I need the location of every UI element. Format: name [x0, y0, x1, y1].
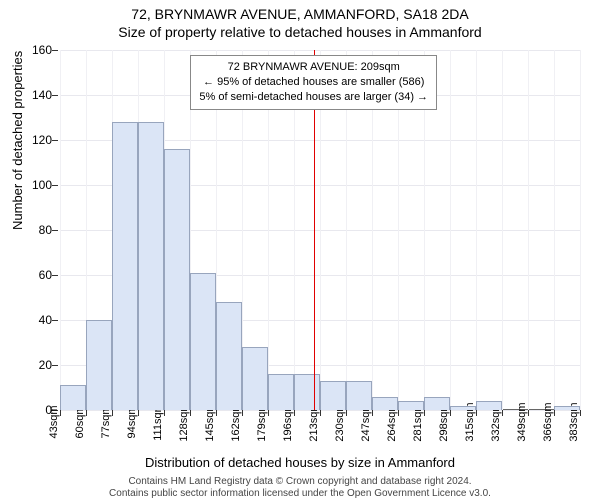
x-tick — [190, 410, 191, 416]
grid-line — [554, 50, 555, 410]
histogram-bar — [372, 397, 398, 411]
histogram-bar — [294, 374, 320, 410]
y-tick-label: 120 — [12, 133, 52, 147]
y-tick-label: 40 — [12, 313, 52, 327]
y-tick-label: 80 — [12, 223, 52, 237]
x-tick-label: 60sqm — [74, 405, 86, 438]
x-tick — [216, 410, 217, 416]
legend-line-3: 5% of semi-detached houses are larger (3… — [199, 90, 428, 105]
y-tick — [52, 95, 58, 96]
y-tick — [52, 320, 58, 321]
x-tick — [450, 410, 451, 416]
x-tick-label: 94sqm — [126, 405, 138, 438]
histogram-bar — [554, 406, 580, 411]
x-tick — [294, 410, 295, 416]
histogram-bar — [164, 149, 190, 410]
x-tick-label: 349sqm — [516, 402, 528, 441]
y-tick-label: 0 — [12, 403, 52, 417]
x-tick — [164, 410, 165, 416]
y-tick — [52, 230, 58, 231]
histogram-bar — [216, 302, 242, 410]
x-tick — [346, 410, 347, 416]
y-tick — [52, 50, 58, 51]
x-tick — [528, 410, 529, 416]
grid-line — [60, 50, 61, 410]
histogram-bar — [424, 397, 450, 411]
x-tick — [60, 410, 61, 416]
histogram-bar — [320, 381, 346, 410]
grid-line — [580, 50, 581, 410]
legend-line-1: 72 BRYNMAWR AVENUE: 209sqm — [199, 60, 428, 75]
histogram-bar — [268, 374, 294, 410]
x-tick — [320, 410, 321, 416]
histogram-bar — [112, 122, 138, 410]
x-tick — [372, 410, 373, 416]
x-tick — [476, 410, 477, 416]
x-tick — [554, 410, 555, 416]
histogram-bar — [242, 347, 268, 410]
histogram-bar — [346, 381, 372, 410]
chart-title-main: 72, BRYNMAWR AVENUE, AMMANFORD, SA18 2DA — [0, 6, 600, 22]
histogram-bar — [190, 273, 216, 410]
y-tick — [52, 365, 58, 366]
y-tick-label: 60 — [12, 268, 52, 282]
plot-area: 02040608010012014016043sqm60sqm77sqm94sq… — [60, 50, 580, 410]
histogram-bar — [60, 385, 86, 410]
chart-root: 72, BRYNMAWR AVENUE, AMMANFORD, SA18 2DA… — [0, 0, 600, 500]
y-tick — [52, 185, 58, 186]
histogram-bar — [476, 401, 502, 410]
x-tick — [424, 410, 425, 416]
y-tick-label: 140 — [12, 88, 52, 102]
grid-line — [528, 50, 529, 410]
grid-line — [476, 50, 477, 410]
x-tick — [112, 410, 113, 416]
x-tick-label: 77sqm — [100, 405, 112, 438]
x-tick-label: 366sqm — [542, 402, 554, 441]
x-tick — [398, 410, 399, 416]
histogram-bar — [86, 320, 112, 410]
x-tick-label: 43sqm — [48, 405, 60, 438]
grid-line — [450, 50, 451, 410]
y-tick — [52, 140, 58, 141]
histogram-bar — [138, 122, 164, 410]
x-tick — [580, 410, 581, 416]
footer-line-2: Contains public sector information licen… — [0, 488, 600, 500]
histogram-bar — [450, 406, 476, 411]
y-tick-label: 100 — [12, 178, 52, 192]
x-tick — [268, 410, 269, 416]
chart-title-sub: Size of property relative to detached ho… — [0, 24, 600, 40]
y-tick-label: 20 — [12, 358, 52, 372]
y-tick — [52, 275, 58, 276]
y-tick-label: 160 — [12, 43, 52, 57]
footer-line-1: Contains HM Land Registry data © Crown c… — [0, 476, 600, 488]
legend-box: 72 BRYNMAWR AVENUE: 209sqm← 95% of detac… — [190, 55, 437, 110]
histogram-bar — [398, 401, 424, 410]
legend-line-2: ← 95% of detached houses are smaller (58… — [199, 75, 428, 90]
x-tick — [502, 410, 503, 416]
grid-line — [502, 50, 503, 410]
x-tick — [86, 410, 87, 416]
x-axis-label: Distribution of detached houses by size … — [0, 455, 600, 470]
x-tick — [138, 410, 139, 416]
x-tick — [242, 410, 243, 416]
